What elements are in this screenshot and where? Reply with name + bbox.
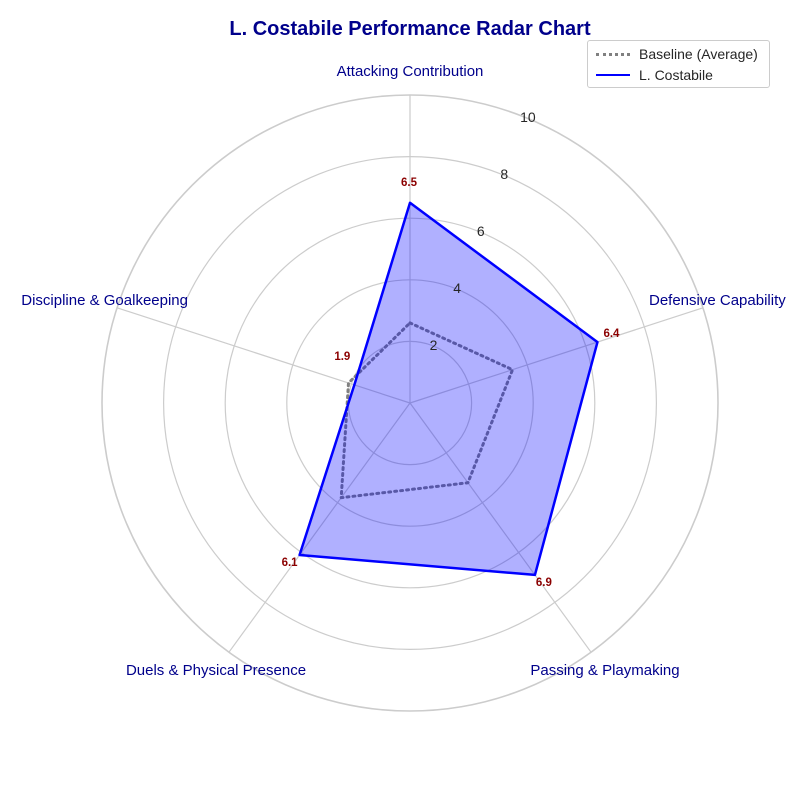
legend-swatch-baseline [596, 52, 630, 56]
chart-legend: Baseline (Average) L. Costabile [587, 40, 770, 88]
grid-spoke [409, 402, 592, 653]
category-label: Duels & Physical Presence [126, 662, 306, 679]
radial-tick-label: 4 [453, 280, 461, 296]
data-label: 6.5 [401, 177, 418, 189]
chart-title: L. Costabile Performance Radar Chart [229, 18, 591, 40]
category-label: Passing & Playmaking [530, 662, 679, 679]
grid-spoke [116, 307, 411, 404]
category-label: Attacking Contribution [337, 63, 484, 80]
legend-swatch-costabile [596, 74, 630, 76]
grid-spoke [228, 402, 411, 653]
radial-tick-label: 6 [477, 223, 485, 239]
data-label: 6.9 [536, 577, 552, 589]
data-label: 6.1 [282, 557, 299, 569]
radial-tick-label: 8 [500, 166, 508, 182]
legend-label-baseline: Baseline (Average) [639, 46, 758, 62]
category-label: Defensive Capability [649, 292, 786, 309]
legend-item-baseline: Baseline (Average) [596, 44, 758, 64]
data-label: 1.9 [334, 351, 350, 363]
category-label: Discipline & Goalkeeping [21, 292, 188, 309]
legend-label-costabile: L. Costabile [639, 67, 713, 83]
data-label: 6.4 [603, 328, 620, 340]
radial-tick-label: 10 [520, 109, 536, 125]
grid-spoke [409, 307, 704, 404]
series-costabile-polygon [298, 201, 599, 577]
radial-tick-label: 2 [430, 337, 438, 353]
legend-item-costabile: L. Costabile [596, 65, 713, 85]
